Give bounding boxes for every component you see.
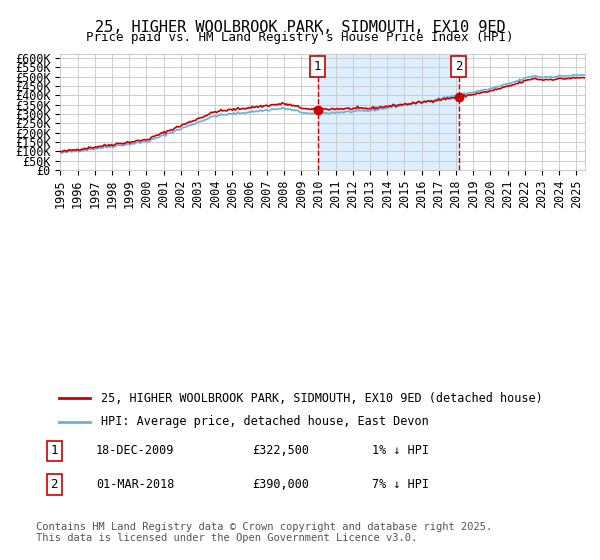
Text: 7% ↓ HPI: 7% ↓ HPI	[372, 478, 429, 491]
Text: 1: 1	[314, 60, 322, 73]
Text: 1: 1	[50, 444, 58, 458]
Text: 01-MAR-2018: 01-MAR-2018	[96, 478, 175, 491]
Text: 25, HIGHER WOOLBROOK PARK, SIDMOUTH, EX10 9ED (detached house): 25, HIGHER WOOLBROOK PARK, SIDMOUTH, EX1…	[101, 392, 542, 405]
Text: Contains HM Land Registry data © Crown copyright and database right 2025.
This d: Contains HM Land Registry data © Crown c…	[36, 521, 492, 543]
Text: £322,500: £322,500	[252, 444, 309, 458]
Text: £390,000: £390,000	[252, 478, 309, 491]
Text: HPI: Average price, detached house, East Devon: HPI: Average price, detached house, East…	[101, 416, 428, 428]
Text: 1% ↓ HPI: 1% ↓ HPI	[372, 444, 429, 458]
Text: Price paid vs. HM Land Registry's House Price Index (HPI): Price paid vs. HM Land Registry's House …	[86, 31, 514, 44]
Bar	[317, 54, 459, 170]
Text: 2: 2	[50, 478, 58, 491]
Text: 2: 2	[455, 60, 463, 73]
Text: 25, HIGHER WOOLBROOK PARK, SIDMOUTH, EX10 9ED: 25, HIGHER WOOLBROOK PARK, SIDMOUTH, EX1…	[95, 20, 505, 35]
Text: 18-DEC-2009: 18-DEC-2009	[96, 444, 175, 458]
